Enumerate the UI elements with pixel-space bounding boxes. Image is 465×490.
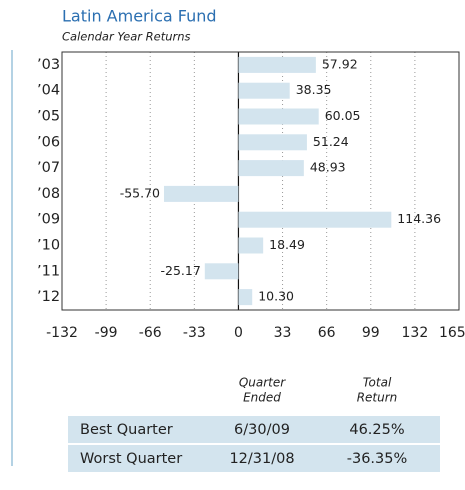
cell: 12/31/08 bbox=[229, 451, 294, 467]
column-header: Quarter bbox=[239, 376, 286, 390]
bar bbox=[163, 185, 239, 202]
x-tick-label: -33 bbox=[183, 325, 206, 341]
y-tick-label: ’06 bbox=[37, 134, 60, 150]
y-tick-label: ’11 bbox=[37, 263, 60, 279]
table-row bbox=[68, 445, 440, 472]
bars: ’03 57.92 ’04 38.35 ’05 60.05 ’06 51.24 ’07 48.93… bbox=[37, 56, 441, 306]
x-tick-label: 66 bbox=[318, 325, 336, 341]
bar bbox=[238, 211, 392, 228]
x-tick-label: -99 bbox=[95, 325, 118, 341]
chart-title: Latin America Fund bbox=[62, 7, 217, 26]
x-tick-label: 165% bbox=[439, 325, 465, 341]
y-tick-label: ’03 bbox=[37, 57, 60, 73]
bar bbox=[238, 160, 304, 177]
plot-frame bbox=[61, 51, 460, 311]
row-label: Best Quarter bbox=[80, 422, 173, 438]
y-tick-label: ’08 bbox=[37, 186, 60, 202]
x-tick-label: 99 bbox=[362, 325, 380, 341]
x-tick-label: 0 bbox=[234, 325, 243, 341]
bar bbox=[238, 108, 319, 125]
value-label: 38.35 bbox=[296, 82, 332, 97]
cell: 46.25% bbox=[349, 422, 404, 438]
value-label: 60.05 bbox=[325, 108, 361, 123]
value-label: 51.24 bbox=[313, 134, 349, 149]
x-tick-label: 33 bbox=[274, 325, 292, 341]
bar bbox=[204, 263, 239, 280]
column-header: Return bbox=[357, 391, 398, 405]
value-label: 48.93 bbox=[310, 160, 346, 175]
bar bbox=[238, 82, 290, 99]
value-label: 18.49 bbox=[269, 237, 305, 252]
value-label: 114.36 bbox=[397, 211, 441, 226]
x-tick-label: -132 bbox=[46, 325, 78, 341]
row-label: Worst Quarter bbox=[80, 451, 182, 467]
y-tick-label: ’10 bbox=[37, 238, 60, 254]
y-tick-label: ’04 bbox=[37, 83, 60, 99]
value-label: 57.92 bbox=[322, 56, 358, 71]
value-label: -55.70 bbox=[120, 185, 160, 200]
y-tick-label: ’12 bbox=[37, 289, 60, 305]
cell: 6/30/09 bbox=[234, 422, 290, 438]
chart-subtitle: Calendar Year Returns bbox=[62, 30, 191, 44]
cell: -36.35% bbox=[347, 451, 408, 467]
bar bbox=[238, 134, 307, 151]
bar bbox=[238, 289, 253, 306]
bar bbox=[238, 237, 264, 254]
x-tick-label: 132 bbox=[402, 325, 429, 341]
value-label: 10.30 bbox=[258, 289, 294, 304]
value-label: -25.17 bbox=[161, 263, 201, 278]
y-tick-label: ’07 bbox=[37, 160, 60, 176]
x-tick-label: -66 bbox=[139, 325, 162, 341]
bar bbox=[238, 56, 316, 73]
column-header: Ended bbox=[243, 391, 281, 405]
y-tick-label: ’09 bbox=[37, 212, 60, 228]
column-header: Total bbox=[363, 376, 392, 390]
table-row bbox=[68, 416, 440, 443]
y-tick-label: ’05 bbox=[37, 109, 60, 125]
